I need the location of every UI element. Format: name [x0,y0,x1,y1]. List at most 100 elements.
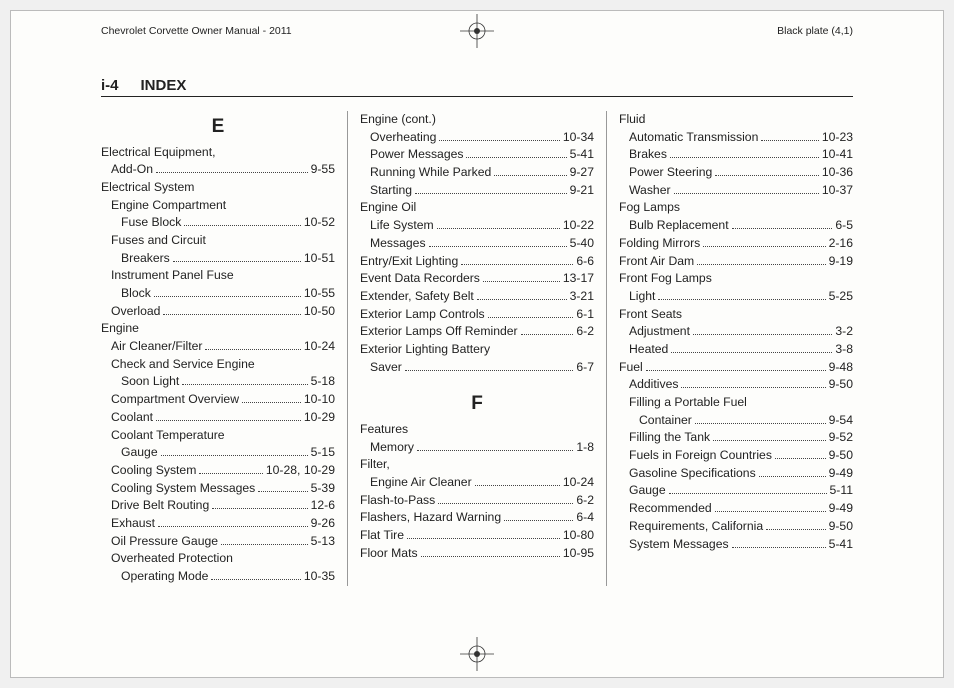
index-entry-label: Extender, Safety Belt [360,288,474,306]
index-entry: Extender, Safety Belt3-21 [360,288,594,306]
index-entry-label: Engine Compartment [111,197,226,215]
index-entry-page: 10-52 [304,214,335,232]
index-entry-label: Starting [370,182,412,200]
index-entry: Engine Air Cleaner10-24 [360,474,594,492]
index-entry-label: Fluid [619,111,645,129]
index-entry-label: Engine [101,320,139,338]
leader-dots [439,131,559,141]
leader-dots [429,237,567,247]
leader-dots [415,184,567,194]
index-entry-label: Overload [111,303,160,321]
index-entry-label: Flat Tire [360,527,404,545]
index-entry-label: Running While Parked [370,164,491,182]
index-entry-label: Soon Light [121,373,179,391]
index-entry: Adjustment3-2 [619,323,853,341]
index-entry: Bulb Replacement6-5 [619,217,853,235]
index-entry-label: Gauge [629,482,666,500]
index-entry: Filling the Tank9-52 [619,429,853,447]
index-entry-page: 13-17 [563,270,594,288]
index-entry: Fuse Block10-52 [101,214,335,232]
index-entry-page: 5-13 [311,533,335,551]
leader-dots [671,343,832,353]
index-heading: Electrical System [101,179,335,197]
index-entry-page: 10-28, 10-29 [266,462,335,480]
leader-dots [173,252,301,262]
index-entry: Flash-to-Pass 6-2 [360,492,594,510]
index-entry-page: 6-2 [576,492,594,510]
index-entry: Cooling System Messages5-39 [101,480,335,498]
index-entry-label: Gauge [121,444,158,462]
index-heading: Fuses and Circuit [101,232,335,250]
leader-dots [681,379,825,389]
index-entry-page: 10-95 [563,545,594,563]
index-entry: Flat Tire10-80 [360,527,594,545]
index-entry: Add-On9-55 [101,161,335,179]
index-entry-label: Overheating [370,129,436,147]
index-entry-label: Operating Mode [121,568,208,586]
leader-dots [658,290,825,300]
index-entry: Front Air Dam9-19 [619,253,853,271]
leader-dots [156,163,308,173]
index-entry-label: Flash-to-Pass [360,492,435,510]
index-entry-page: 10-50 [304,303,335,321]
index-entry: Oil Pressure Gauge 5-13 [101,533,335,551]
index-entry-page: 10-51 [304,250,335,268]
index-entry-label: Features [360,421,408,439]
index-entry-label: Electrical System [101,179,194,197]
index-entry: Light5-25 [619,288,853,306]
index-entry-label: Messages [370,235,426,253]
index-entry-label: Electrical Equipment, [101,144,215,162]
index-entry-page: 6-7 [576,359,594,377]
index-entry: Memory 1-8 [360,439,594,457]
leader-dots [461,255,573,265]
leader-dots [212,500,307,510]
registration-mark-top-icon [460,14,494,48]
leader-dots [674,184,819,194]
leader-dots [475,476,560,486]
index-entry-label: Coolant [111,409,153,427]
leader-dots [158,517,308,527]
index-entry-page: 9-27 [570,164,594,182]
index-entry: Air Cleaner/Filter10-24 [101,338,335,356]
index-entry-page: 1-8 [576,439,594,457]
index-entry-label: Event Data Recorders [360,270,480,288]
leader-dots [221,535,308,545]
index-heading: Engine [101,320,335,338]
index-entry-label: Memory [370,439,414,457]
leader-dots [775,449,826,459]
registration-mark-bottom-icon [460,637,494,671]
index-entry-label: Flashers, Hazard Warning [360,509,501,527]
index-entry-page: 6-4 [576,509,594,527]
index-entry: System Messages5-41 [619,536,853,554]
leader-dots [437,219,560,229]
index-entry: Washer10-37 [619,182,853,200]
index-entry-label: Oil Pressure Gauge [111,533,218,551]
index-entry: Entry/Exit Lighting6-6 [360,253,594,271]
leader-dots [488,308,574,318]
index-entry-label: Gasoline Specifications [629,465,756,483]
section-letter: F [360,390,594,418]
leader-dots [156,411,301,421]
index-entry-page: 10-10 [304,391,335,409]
leader-dots [703,237,825,247]
leader-dots [693,326,832,336]
index-heading: Filling a Portable Fuel [619,394,853,412]
index-entry: Exterior Lamps Off Reminder6-2 [360,323,594,341]
leader-dots [715,502,826,512]
index-entry-page: 10-24 [563,474,594,492]
index-entry-label: Life System [370,217,434,235]
index-entry: Folding Mirrors2-16 [619,235,853,253]
index-heading: Features [360,421,594,439]
leader-dots [669,485,827,495]
index-entry-label: Fuels in Foreign Countries [629,447,772,465]
index-entry-label: Power Messages [370,146,463,164]
index-entry-label: Automatic Transmission [629,129,758,147]
index-entry: Cooling System10-28, 10-29 [101,462,335,480]
index-entry-label: Filling the Tank [629,429,710,447]
index-column-3: FluidAutomatic Transmission10-23Brakes10… [607,111,853,586]
index-heading: Front Fog Lamps [619,270,853,288]
index-entry-page: 9-50 [829,447,853,465]
index-entry-label: Check and Service Engine [111,356,255,374]
index-entry-page: 6-6 [576,253,594,271]
leader-dots [695,414,826,424]
